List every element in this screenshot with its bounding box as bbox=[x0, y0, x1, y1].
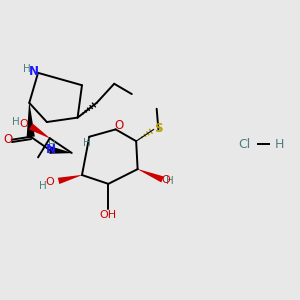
Text: O: O bbox=[4, 133, 13, 146]
Text: H: H bbox=[40, 181, 47, 191]
Text: O: O bbox=[19, 119, 28, 129]
Text: H: H bbox=[83, 138, 91, 148]
Text: OH: OH bbox=[100, 210, 117, 220]
Text: H: H bbox=[275, 138, 284, 151]
Polygon shape bbox=[27, 103, 35, 137]
Text: O: O bbox=[161, 175, 170, 185]
Text: O: O bbox=[45, 177, 54, 188]
Polygon shape bbox=[58, 175, 82, 184]
Text: O: O bbox=[114, 119, 123, 132]
Polygon shape bbox=[138, 169, 164, 182]
Text: N: N bbox=[29, 65, 39, 78]
Text: N: N bbox=[46, 143, 56, 156]
Text: H: H bbox=[23, 64, 31, 74]
Text: Cl: Cl bbox=[238, 138, 250, 151]
Text: H: H bbox=[12, 117, 20, 127]
Polygon shape bbox=[29, 123, 50, 138]
Text: S: S bbox=[154, 122, 163, 135]
Text: H: H bbox=[166, 176, 174, 186]
Text: H: H bbox=[48, 140, 56, 150]
Polygon shape bbox=[49, 146, 72, 154]
